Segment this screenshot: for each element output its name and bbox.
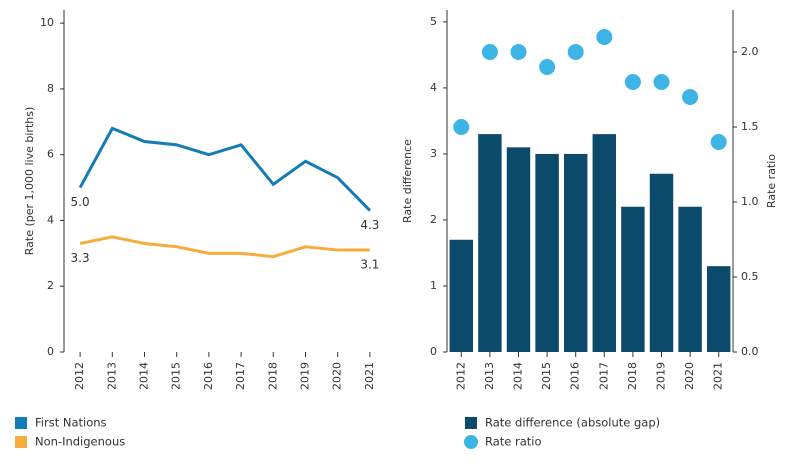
bar bbox=[649, 173, 674, 352]
ratio-dot bbox=[596, 29, 613, 45]
ratio-dot bbox=[653, 74, 670, 90]
y-tick-label: 10 bbox=[40, 16, 54, 29]
y-tick-label: 4 bbox=[430, 81, 437, 94]
data-label: 4.3 bbox=[360, 218, 379, 232]
y-tick-label: 1 bbox=[430, 279, 437, 292]
x-tick-label: 2020 bbox=[331, 362, 344, 390]
x-tick-label: 2012 bbox=[73, 362, 86, 390]
x-tick-label: 2017 bbox=[234, 362, 247, 390]
bar bbox=[621, 206, 645, 352]
line-series bbox=[79, 235, 370, 259]
y-tick-label: 2 bbox=[430, 213, 437, 226]
y-tick-label: 0 bbox=[430, 345, 437, 358]
legend-swatch bbox=[465, 417, 477, 429]
x-tick-label: 2018 bbox=[626, 362, 639, 390]
y-axis-label: Rate difference bbox=[401, 139, 414, 223]
x-tick-label: 2014 bbox=[512, 362, 525, 390]
legend-label: Non-Indigenous bbox=[35, 435, 125, 449]
bar bbox=[506, 147, 531, 352]
ratio-dot bbox=[481, 44, 498, 60]
legend-label: First Nations bbox=[35, 416, 107, 430]
data-label: 3.3 bbox=[71, 251, 90, 265]
bar bbox=[449, 239, 474, 352]
ratio-dot bbox=[567, 44, 584, 60]
y2-tick-label: 1.0 bbox=[741, 195, 759, 208]
x-tick-label: 2014 bbox=[138, 362, 151, 390]
y-axis-label: Rate (per 1,000 live births) bbox=[23, 107, 36, 256]
legend-label: Rate difference (absolute gap) bbox=[485, 416, 660, 430]
y-tick-label: 5 bbox=[430, 15, 437, 28]
data-label: 5.0 bbox=[71, 195, 90, 209]
x-tick-label: 2013 bbox=[483, 362, 496, 390]
y-tick-label: 4 bbox=[47, 213, 54, 226]
y-tick-label: 6 bbox=[47, 148, 54, 161]
ratio-dot bbox=[682, 89, 699, 105]
legend-swatch bbox=[15, 436, 27, 448]
bar bbox=[678, 206, 702, 352]
bar bbox=[478, 134, 502, 352]
x-tick-label: 2016 bbox=[202, 362, 215, 390]
ratio-dot bbox=[710, 134, 727, 150]
ratio-dot bbox=[510, 44, 527, 60]
y-tick-label: 8 bbox=[47, 82, 54, 95]
x-tick-label: 2019 bbox=[299, 362, 312, 390]
x-tick-label: 2021 bbox=[363, 362, 376, 390]
x-tick-label: 2015 bbox=[540, 362, 553, 390]
x-tick-label: 2013 bbox=[105, 362, 118, 390]
x-tick-label: 2012 bbox=[454, 362, 467, 390]
x-tick-label: 2016 bbox=[569, 362, 582, 390]
x-tick-label: 2018 bbox=[266, 362, 279, 390]
line-series bbox=[78, 126, 371, 212]
legend-swatch bbox=[464, 435, 478, 449]
y2-tick-label: 2.0 bbox=[741, 45, 759, 58]
bar bbox=[535, 153, 559, 352]
x-tick-label: 2019 bbox=[655, 362, 668, 390]
legend-label: Rate ratio bbox=[485, 435, 542, 449]
legend-swatch bbox=[15, 417, 27, 429]
x-tick-label: 2017 bbox=[597, 362, 610, 390]
ratio-dot bbox=[453, 119, 470, 135]
x-tick-label: 2020 bbox=[683, 362, 696, 390]
x-tick-label: 2015 bbox=[170, 362, 183, 390]
bar bbox=[592, 134, 617, 352]
y2-tick-label: 0.0 bbox=[741, 345, 759, 358]
bar bbox=[706, 266, 731, 352]
y-tick-label: 3 bbox=[430, 147, 437, 160]
ratio-dot bbox=[624, 74, 641, 90]
y2-tick-label: 1.5 bbox=[741, 120, 759, 133]
ratio-dot bbox=[539, 59, 556, 75]
y2-tick-label: 0.5 bbox=[741, 270, 759, 283]
y2-axis-label: Rate ratio bbox=[765, 154, 778, 208]
y-tick-label: 2 bbox=[47, 279, 54, 292]
data-label: 3.1 bbox=[360, 258, 379, 272]
y-tick-label: 0 bbox=[47, 345, 54, 358]
bar bbox=[563, 153, 588, 352]
x-tick-label: 2021 bbox=[712, 362, 725, 390]
